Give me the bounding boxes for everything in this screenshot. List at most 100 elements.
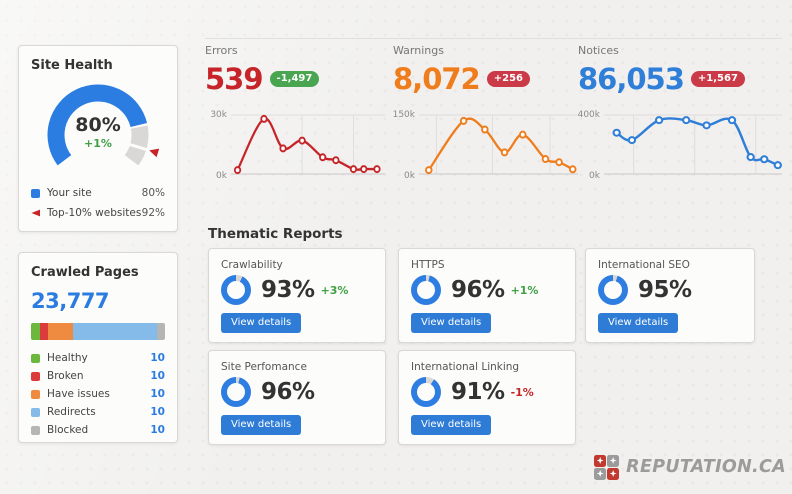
errors-line-chart (231, 114, 385, 175)
crawled-pages-total: 23,777 (31, 289, 110, 313)
errors-trend-chart: 30k 0k (205, 110, 385, 182)
errors-count: 539 (205, 62, 264, 96)
logo-wordmark: REPUTATION.CA (626, 457, 786, 477)
blocked-swatch-icon (31, 425, 40, 435)
crawlability-card: Crawlability 93% +3% View details (208, 248, 386, 343)
legend-label: Redirects (47, 406, 96, 418)
legend-count: 10 (150, 406, 165, 418)
crawlability-score-row: 93% +3% (209, 271, 385, 305)
legend-item-blocked: Blocked 10 (31, 424, 165, 436)
crawled-bar-segment (156, 323, 165, 340)
legend-count: 10 (150, 352, 165, 364)
legend-item-healthy: Healthy 10 (31, 352, 165, 364)
y-max-label: 30k (210, 110, 227, 120)
international-linking-score: 91% (451, 379, 505, 405)
donut-hole (227, 281, 245, 299)
donut-hole (227, 383, 245, 401)
https-title: HTTPS (411, 259, 445, 271)
https-delta: +1% (510, 283, 539, 297)
site-health-gauge: 80% +1% (34, 77, 162, 177)
https-card: HTTPS 96% +1% View details (398, 248, 576, 343)
crawlability-delta: +3% (320, 283, 349, 297)
legend-value: 92% (141, 207, 165, 219)
https-score: 96% (451, 277, 505, 303)
crawled-pages-card: Crawled Pages 23,777 Healthy 10 Broken 1… (18, 252, 178, 443)
site-health-legend: Your site 80% Top-10% websites 92% (19, 177, 177, 229)
international-linking-score-row: 91% -1% (399, 373, 575, 407)
site-health-gauge-chart (47, 84, 160, 166)
errors-value-row: 539 -1,497 (205, 60, 385, 98)
legend-item-top10-websites: Top-10% websites 92% (31, 207, 165, 219)
broken-swatch-icon (31, 371, 40, 381)
healthy-swatch-icon (31, 353, 40, 363)
international-linking-card: International Linking 91% -1% View detai… (398, 350, 576, 445)
notices-count: 86,053 (578, 62, 685, 96)
warnings-y-axis: 150k 0k (393, 110, 419, 182)
legend-count: 10 (150, 424, 165, 436)
notices-y-axis: 400k 0k (578, 110, 604, 182)
international-seo-card: International SEO 95% View details (585, 248, 755, 343)
site-health-card: Site Health 80% +1% Your site 80% Top-10… (18, 45, 178, 232)
logo-cell (594, 467, 607, 480)
https-score-row: 96% +1% (399, 271, 575, 305)
https-donut-icon (411, 275, 441, 305)
site-performance-view-details-button[interactable]: View details (221, 415, 302, 435)
legend-item-redirects: Redirects 10 (31, 406, 165, 418)
international-seo-view-details-button[interactable]: View details (598, 313, 679, 333)
crawled-pages-legend: Healthy 10 Broken 10 Have issues 10 Redi… (19, 344, 177, 446)
donut-hole (417, 281, 435, 299)
site-performance-donut-icon (221, 377, 251, 407)
y-max-label: 400k (577, 110, 600, 120)
errors-change-badge: -1,497 (269, 71, 320, 87)
site-performance-card: Site Perfomance 96% View details (208, 350, 386, 445)
site-health-title: Site Health (31, 58, 113, 73)
errors-stat: Errors 539 -1,497 30k 0k (205, 44, 385, 182)
legend-label: Top-10% websites (47, 207, 142, 219)
crawled-pages-stacked-bar (31, 323, 165, 340)
international-seo-title: International SEO (598, 259, 690, 271)
legend-label: Have issues (47, 388, 110, 400)
donut-hole (604, 281, 622, 299)
legend-item-have-issues: Have issues 10 (31, 388, 165, 400)
legend-label: Healthy (47, 352, 88, 364)
notices-change-badge: +1,567 (690, 71, 745, 87)
notices-value-row: 86,053 +1,567 (578, 60, 782, 98)
legend-label: Your site (47, 187, 92, 199)
benchmark-arrow-icon (31, 209, 40, 217)
https-view-details-button[interactable]: View details (411, 313, 492, 333)
international-seo-donut-icon (598, 275, 628, 305)
international-seo-score: 95% (638, 277, 692, 303)
international-linking-title: International Linking (411, 361, 520, 373)
thematic-reports-heading: Thematic Reports (208, 226, 343, 242)
y-min-label: 0k (216, 171, 227, 181)
legend-value: 80% (141, 187, 165, 199)
crawlability-score: 93% (261, 277, 315, 303)
have-issues-swatch-icon (31, 389, 40, 399)
warnings-value-row: 8,072 +256 (393, 60, 578, 98)
legend-label: Broken (47, 370, 84, 382)
y-min-label: 0k (404, 171, 415, 181)
legend-label: Blocked (47, 424, 89, 436)
site-performance-score-row: 96% (209, 373, 385, 407)
notices-label: Notices (578, 44, 619, 57)
warnings-line-chart (419, 114, 578, 175)
warnings-stat: Warnings 8,072 +256 150k 0k (393, 44, 578, 182)
crawled-bar-segment (31, 323, 41, 340)
international-linking-view-details-button[interactable]: View details (411, 415, 492, 435)
legend-count: 10 (150, 388, 165, 400)
warnings-label: Warnings (393, 44, 444, 57)
crawled-bar-segment (48, 323, 73, 340)
site-health-score: 80% (75, 114, 121, 136)
legend-item-broken: Broken 10 (31, 370, 165, 382)
crawlability-view-details-button[interactable]: View details (221, 313, 302, 333)
legend-count: 10 (150, 370, 165, 382)
warnings-count: 8,072 (393, 62, 481, 96)
legend-item-your-site: Your site 80% (31, 187, 165, 199)
crawled-bar-segment (40, 323, 49, 340)
site-performance-title: Site Perfomance (221, 361, 307, 373)
reputation-ca-logo: REPUTATION.CA (586, 449, 786, 485)
crawlability-title: Crawlability (221, 259, 283, 271)
logo-cell (607, 467, 620, 480)
international-linking-donut-icon (411, 377, 441, 407)
